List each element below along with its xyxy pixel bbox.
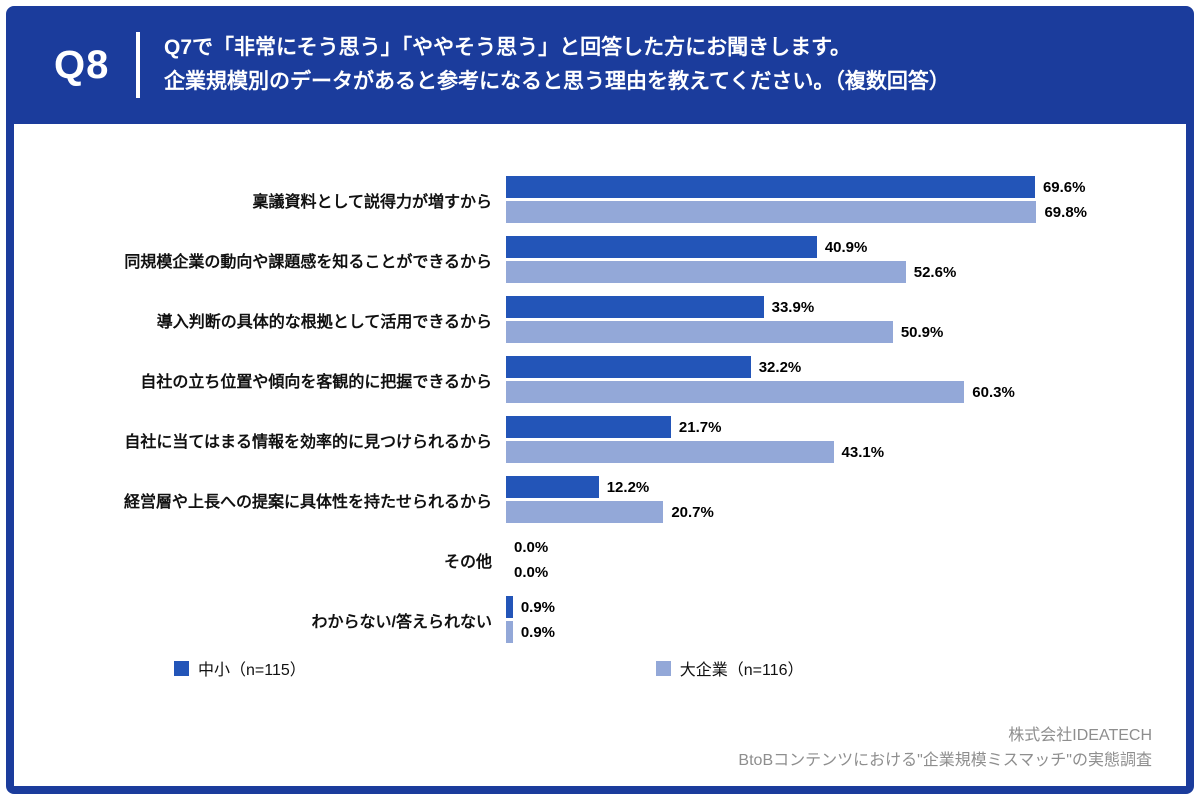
bar-line: 40.9% [506,236,1186,258]
legend-label-sme: 中小（n=115） [198,662,306,679]
bar-line: 12.2% [506,476,1186,498]
bar-line: 21.7% [506,416,1186,438]
bar-line: 50.9% [506,321,1186,343]
value-label: 43.1% [841,443,885,461]
bar-line: 60.3% [506,381,1186,403]
bar-sme [506,596,513,618]
bar-sme [506,356,751,378]
value-label: 69.6% [1042,178,1086,196]
chart-row: その他 0.0% 0.0% [14,536,1186,583]
category-label: わからない/答えられない [311,613,492,631]
value-label: 20.7% [671,503,714,521]
legend-item-sme: 中小（n=115） [174,656,306,680]
value-label: 0.9% [520,598,556,616]
value-label: 32.2% [758,358,802,376]
bar-line: 33.9% [506,296,1186,318]
value-label: 21.7% [678,418,722,436]
value-label: 0.0% [514,538,549,556]
bar-line: 69.8% [506,201,1186,223]
chart-row: わからない/答えられない 0.9% 0.9% [14,596,1186,643]
slide-frame: Q8 Q7で「非常にそう思う」「ややそう思う」と回答した方にお聞きします。 企業… [6,6,1194,794]
category-label: 自社に当てはまる情報を効率的に見つけられるから [124,433,492,451]
company-name: 株式会社IDEATECH [1008,727,1152,745]
question-line2: 企業規模別のデータがあると参考になると思う理由を教えてください。（複数回答） [164,70,950,93]
bar-large [506,501,664,523]
bar-chart: 稟議資料として説得力が増すから 69.6% 69.8% 同規模企業の動向や課題感を知る… [14,124,1186,643]
question-header: Q8 Q7で「非常にそう思う」「ややそう思う」と回答した方にお聞きします。 企業… [6,6,1194,124]
bar-line: 0.0% [506,561,1186,583]
bar-sme [506,236,817,258]
chart-card: 稟議資料として説得力が増すから 69.6% 69.8% 同規模企業の動向や課題感を知る… [14,124,1186,786]
chart-row: 経営層や上長への提案に具体性を持たせられるから 12.2% 20.7% [14,476,1186,523]
chart-row: 自社の立ち位置や傾向を客観的に把握できるから 32.2% 60.3% [14,356,1186,403]
value-label: 0.0% [514,563,549,581]
source-footer: 株式会社IDEATECH BtoBコンテンツにおける"企業規模ミスマッチ"の実態… [738,724,1152,774]
bar-line: 0.9% [506,621,1186,643]
bar-large [506,261,906,283]
value-label: 12.2% [606,478,650,496]
category-label: 自社の立ち位置や傾向を客観的に把握できるから [140,373,492,391]
value-label: 50.9% [900,323,944,341]
survey-title: BtoBコンテンツにおける"企業規模ミスマッチ"の実態調査 [738,752,1152,770]
bar-line: 0.0% [506,536,1186,558]
bar-line: 20.7% [506,501,1186,523]
legend-item-large: 大企業（n=116） [655,656,804,680]
bar-sme [506,476,599,498]
bar-large [506,201,1037,223]
chart-row: 自社に当てはまる情報を効率的に見つけられるから 21.7% 43.1% [14,416,1186,463]
chart-row: 同規模企業の動向や課題感を知ることができるから 40.9% 52.6% [14,236,1186,283]
bar-line: 69.6% [506,176,1186,198]
value-label: 60.3% [972,383,1015,401]
bar-sme [506,296,764,318]
bar-sme [506,416,671,438]
value-label: 0.9% [520,623,556,641]
bar-line: 0.9% [506,596,1186,618]
value-label: 52.6% [913,263,957,281]
bar-sme [506,176,1035,198]
chart-row: 導入判断の具体的な根拠として活用できるから 33.9% 50.9% [14,296,1186,343]
chart-legend: 中小（n=115） 大企業（n=116） [14,656,1186,680]
legend-swatch-large [655,660,671,676]
legend-label-large: 大企業（n=116） [679,662,804,679]
question-line1: Q7で「非常にそう思う」「ややそう思う」と回答した方にお聞きします。 [164,35,851,59]
value-label: 33.9% [771,298,815,316]
category-label: 経営層や上長への提案に具体性を持たせられるから [123,493,492,511]
category-label: その他 [443,553,492,571]
bar-large [506,381,965,403]
bar-large [506,621,513,643]
legend-swatch-sme [174,660,189,676]
question-number: Q8 [54,42,110,87]
bar-line: 32.2% [506,356,1186,378]
value-label: 40.9% [824,238,868,256]
chart-row: 稟議資料として説得力が増すから 69.6% 69.8% [14,176,1186,223]
bar-line: 43.1% [506,441,1186,463]
category-label: 同規模企業の動向や課題感を知ることができるから [124,253,492,271]
category-label: 稟議資料として説得力が増すから [252,193,492,211]
bar-large [506,441,834,463]
bar-large [506,321,893,343]
header-divider [136,32,140,98]
value-label: 69.8% [1044,203,1088,221]
bar-line: 52.6% [506,261,1186,283]
question-text: Q7で「非常にそう思う」「ややそう思う」と回答した方にお聞きします。 企業規模別… [164,31,950,99]
category-label: 導入判断の具体的な根拠として活用できるから [156,313,492,331]
